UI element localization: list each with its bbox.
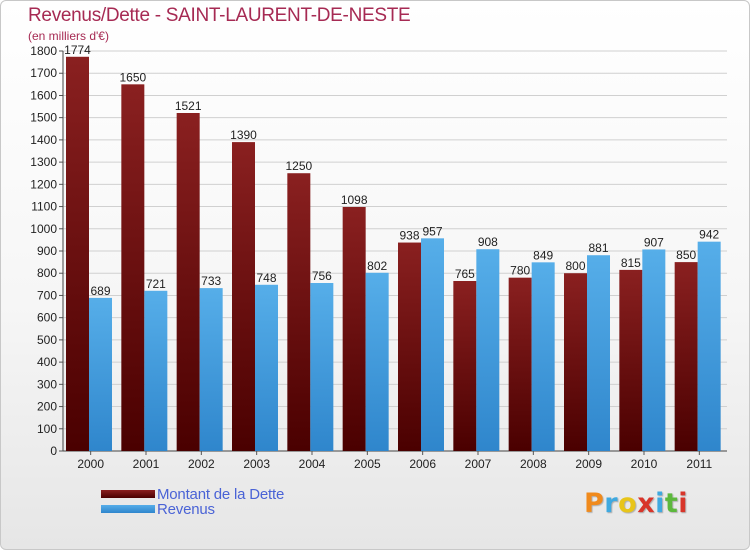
data-label-revenus: 802 (367, 259, 387, 273)
proxiti-logo: Proxiti (584, 488, 688, 519)
data-label-debt: 1250 (285, 159, 312, 173)
bar-debt (453, 281, 477, 451)
x-tick-label: 2010 (631, 457, 658, 471)
y-tick-label: 1000 (30, 222, 57, 236)
y-tick-label: 0 (50, 444, 57, 458)
bar-revenus (144, 290, 168, 451)
y-tick-label: 100 (37, 422, 57, 436)
data-label-revenus: 733 (201, 274, 221, 288)
x-tick-label: 2003 (243, 457, 270, 471)
bar-revenus (365, 272, 389, 451)
x-tick-label: 2005 (354, 457, 381, 471)
bar-debt (66, 56, 89, 452)
x-tick-label: 2009 (575, 457, 602, 471)
x-tick-label: 2001 (133, 457, 160, 471)
logo-letter: x (637, 488, 656, 519)
logo-letter: t (664, 488, 679, 519)
data-label-debt: 1521 (175, 99, 202, 113)
x-tick-label: 2007 (465, 457, 492, 471)
data-label-revenus: 721 (146, 277, 166, 291)
data-label-debt: 1098 (341, 193, 368, 207)
y-tick-label: 800 (37, 266, 57, 280)
bar-revenus (531, 262, 555, 451)
y-tick-label: 1800 (30, 44, 57, 58)
data-label-revenus: 881 (588, 241, 608, 255)
y-tick-label: 900 (37, 244, 57, 258)
y-tick-label: 200 (37, 400, 57, 414)
legend-label-debt: Montant de la Dette (157, 486, 285, 503)
data-label-revenus: 849 (533, 248, 553, 262)
x-tick-label: 2011 (686, 457, 712, 471)
data-label-debt: 850 (676, 248, 696, 262)
data-label-debt: 815 (621, 256, 641, 270)
bar-debt (564, 273, 587, 451)
data-label-revenus: 689 (90, 284, 110, 298)
y-tick-label: 1200 (30, 177, 57, 191)
y-tick-label: 700 (37, 288, 57, 302)
data-label-debt: 800 (565, 259, 585, 273)
bar-revenus (255, 284, 278, 451)
chart-subtitle: (en milliers d'€) (28, 29, 109, 43)
y-tick-label: 400 (37, 355, 57, 369)
bar-revenus (89, 297, 112, 451)
data-label-revenus: 908 (478, 235, 498, 249)
bar-revenus (310, 283, 334, 451)
x-tick-label: 2002 (188, 457, 215, 471)
chart-title: Revenus/Dette - SAINT-LAURENT-DE-NESTE (28, 5, 411, 26)
data-label-debt: 1390 (230, 128, 257, 142)
bar-debt (287, 173, 311, 451)
bar-debt (508, 277, 532, 451)
y-tick-label: 1300 (30, 155, 57, 169)
data-label-revenus: 748 (256, 271, 276, 285)
y-tick-label: 1500 (30, 111, 57, 125)
bar-revenus (697, 241, 721, 451)
x-tick-label: 2000 (77, 457, 104, 471)
legend-swatch-debt (101, 490, 155, 498)
bar-debt (342, 207, 366, 451)
y-tick-label: 600 (37, 311, 57, 325)
bar-debt (121, 84, 145, 451)
bar-revenus (476, 249, 500, 451)
data-label-debt: 780 (510, 264, 530, 278)
bar-debt (176, 113, 200, 451)
logo-letter: i (655, 488, 665, 519)
bar-debt (674, 262, 698, 451)
data-label-debt: 1650 (119, 70, 146, 84)
data-label-debt: 938 (399, 229, 419, 243)
data-label-revenus: 942 (699, 228, 719, 242)
logo-letter: r (604, 488, 619, 519)
y-tick-label: 300 (37, 377, 57, 391)
y-tick-label: 1700 (30, 66, 57, 80)
y-tick-label: 1100 (31, 200, 57, 214)
logo-letter: P (584, 488, 605, 519)
bar-revenus (199, 288, 223, 451)
data-label-revenus: 957 (422, 224, 442, 238)
data-label-revenus: 756 (312, 269, 332, 283)
data-label-revenus: 907 (644, 235, 664, 249)
x-tick-label: 2004 (299, 457, 326, 471)
bar-revenus (642, 249, 666, 451)
legend-swatch-revenus (101, 505, 155, 513)
bar-revenus (421, 238, 444, 451)
x-tick-label: 2008 (520, 457, 547, 471)
x-tick-label: 2006 (409, 457, 436, 471)
bar-debt (398, 242, 421, 451)
bar-debt (232, 142, 255, 451)
data-label-debt: 765 (455, 267, 475, 281)
legend-label-revenus: Revenus (157, 501, 215, 518)
bar-debt (619, 269, 643, 451)
y-tick-label: 1600 (30, 88, 57, 102)
data-label-debt: 1774 (64, 43, 91, 57)
y-tick-label: 1400 (30, 133, 57, 147)
bar-revenus (587, 255, 610, 451)
logo-letter: i (678, 488, 689, 519)
y-tick-label: 500 (37, 333, 57, 347)
logo-letter: o (618, 488, 638, 519)
